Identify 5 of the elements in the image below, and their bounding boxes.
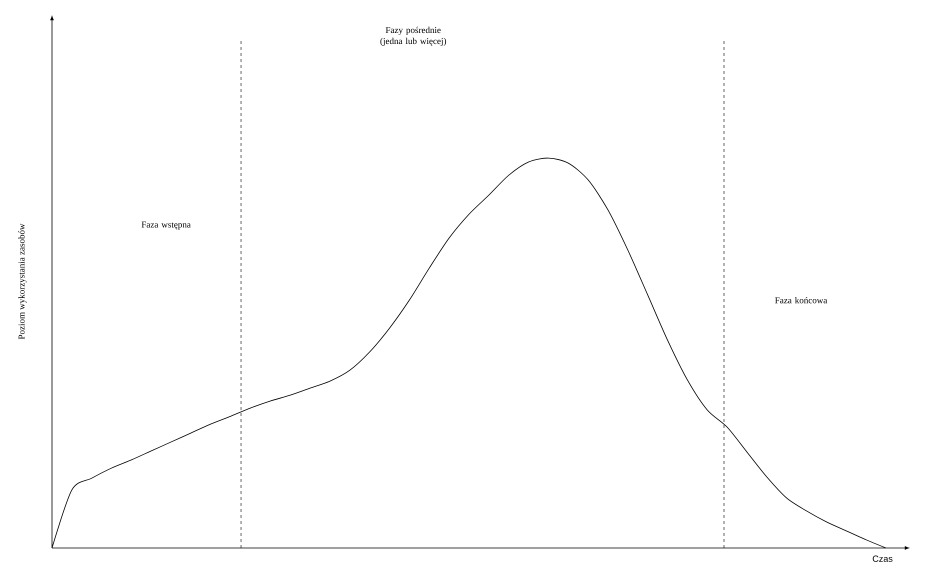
annotation: Faza wstępna: [142, 222, 191, 230]
annotation: Faza końcowa: [775, 296, 828, 304]
x-axis-title: Czas: [872, 556, 892, 562]
y-axis-title: Poziom wykorzystania zasobów: [18, 224, 26, 340]
text: Fazy pośrednie (jedna lub więcej): [380, 26, 446, 46]
